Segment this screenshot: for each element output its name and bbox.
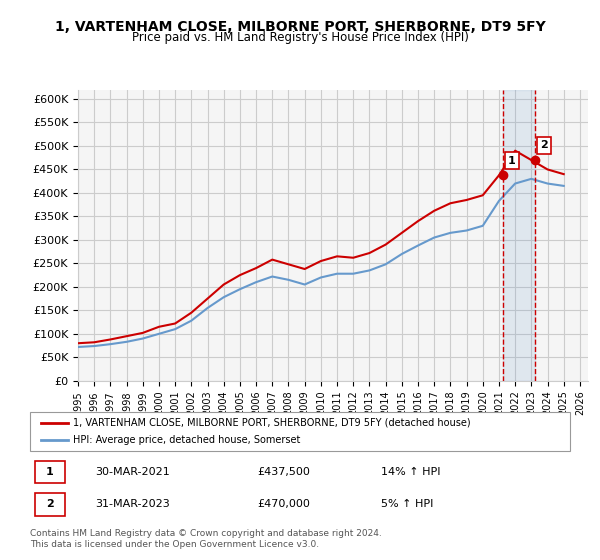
FancyBboxPatch shape (35, 461, 65, 483)
Text: 2: 2 (540, 141, 548, 150)
Text: 31-MAR-2023: 31-MAR-2023 (95, 500, 170, 510)
Text: 1, VARTENHAM CLOSE, MILBORNE PORT, SHERBORNE, DT9 5FY (detached house): 1, VARTENHAM CLOSE, MILBORNE PORT, SHERB… (73, 418, 471, 428)
Bar (503, 90, 535, 381)
Text: 30-MAR-2021: 30-MAR-2021 (95, 467, 170, 477)
Text: £470,000: £470,000 (257, 500, 310, 510)
Text: 1: 1 (508, 156, 515, 166)
Text: 1, VARTENHAM CLOSE, MILBORNE PORT, SHERBORNE, DT9 5FY: 1, VARTENHAM CLOSE, MILBORNE PORT, SHERB… (55, 20, 545, 34)
FancyBboxPatch shape (30, 412, 570, 451)
Text: £437,500: £437,500 (257, 467, 310, 477)
Text: HPI: Average price, detached house, Somerset: HPI: Average price, detached house, Some… (73, 435, 301, 445)
Text: 14% ↑ HPI: 14% ↑ HPI (381, 467, 440, 477)
FancyBboxPatch shape (35, 493, 65, 516)
Text: Price paid vs. HM Land Registry's House Price Index (HPI): Price paid vs. HM Land Registry's House … (131, 31, 469, 44)
Text: 2: 2 (46, 500, 54, 510)
Text: Contains HM Land Registry data © Crown copyright and database right 2024.
This d: Contains HM Land Registry data © Crown c… (30, 529, 382, 549)
Text: 1: 1 (46, 467, 54, 477)
Text: 5% ↑ HPI: 5% ↑ HPI (381, 500, 433, 510)
